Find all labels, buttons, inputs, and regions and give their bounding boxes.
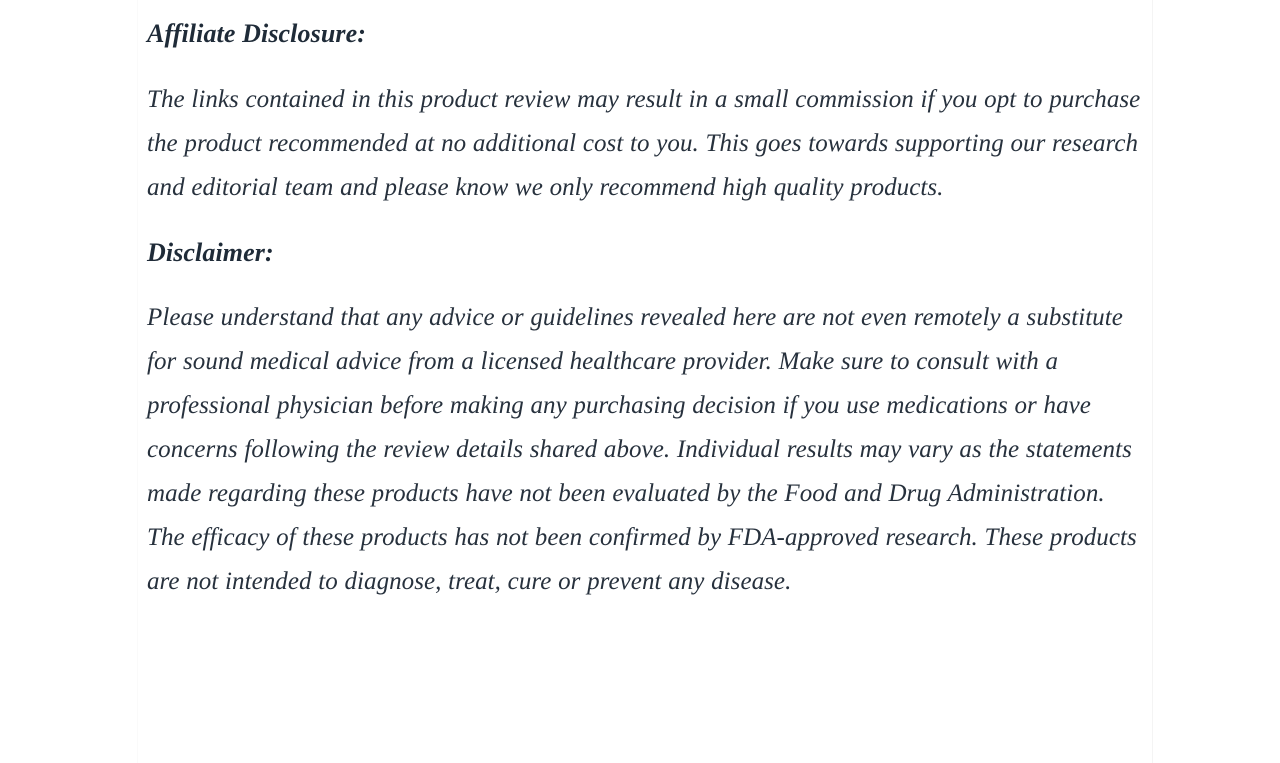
affiliate-disclosure-paragraph: The links contained in this product revi… [147, 86, 1141, 201]
article-body: Affiliate Disclosure: The links containe… [147, 0, 1142, 604]
spacer-before-disclaimer-heading [147, 210, 1142, 236]
spacer-after-disclaimer-heading [147, 270, 1142, 296]
spacer-after-affiliate-heading [147, 51, 1142, 78]
disclaimer-paragraph: Please understand that any advice or gui… [147, 304, 1137, 595]
article-content-column: Affiliate Disclosure: The links containe… [137, 0, 1153, 763]
disclaimer-heading: Disclaimer: [147, 238, 274, 267]
affiliate-disclosure-heading: Affiliate Disclosure: [147, 19, 366, 48]
